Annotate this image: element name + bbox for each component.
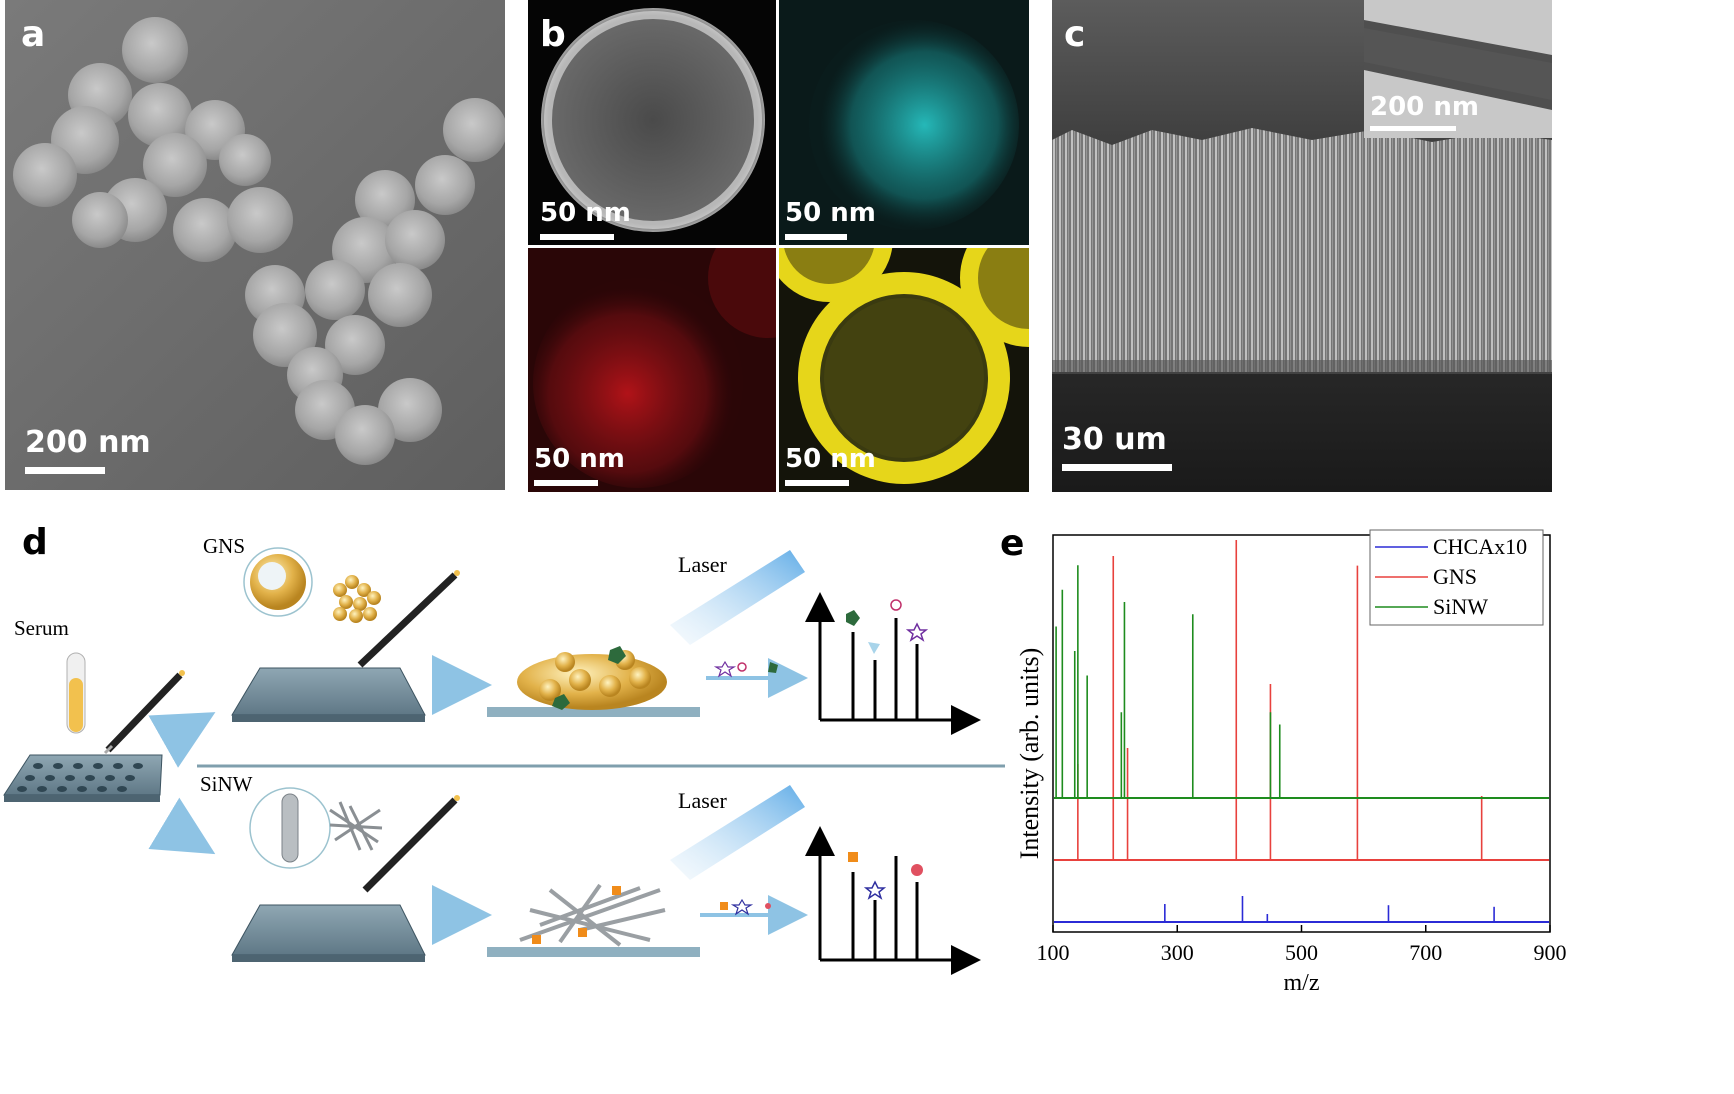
panel-d-schematic: Laser xyxy=(0,510,1010,1094)
scale-bar-b1-label: 50 nm xyxy=(540,198,631,228)
legend-label-chcax10: CHCAx10 xyxy=(1433,534,1527,559)
arrow-to-sinw xyxy=(148,797,216,855)
spectrum-bottom xyxy=(805,826,981,975)
gns-label: GNS xyxy=(203,534,246,558)
x-tick-label-300: 300 xyxy=(1161,940,1194,965)
inset-scale-bar: 200 nm xyxy=(1370,92,1479,131)
scale-bar-b2-label: 50 nm xyxy=(785,198,876,228)
serum-label: Serum xyxy=(14,616,69,640)
ion-symbols-top xyxy=(713,660,778,678)
edx-cyan-map: 50 nm xyxy=(779,0,1029,245)
legend-label-gns: GNS xyxy=(1433,564,1477,589)
serum-plate xyxy=(3,754,163,802)
scale-bar-b1: 50 nm xyxy=(540,198,631,240)
mass-spectra-chart: 100 300 500 700 900 m/z Intensity (arb. units)… xyxy=(1015,529,1567,996)
gns-plate xyxy=(231,667,426,722)
x-tick-label-700: 700 xyxy=(1409,940,1442,965)
pipette-sinw-icon xyxy=(362,795,460,893)
spectrum-top xyxy=(805,592,981,735)
laser-label-top: Laser xyxy=(678,552,728,577)
x-tick-label-100: 100 xyxy=(1037,940,1070,965)
laser-beam-bottom xyxy=(670,785,805,880)
scale-bar-a: 200 nm xyxy=(25,425,225,475)
panel-label-e: e xyxy=(1000,523,1025,564)
panel-e-mass-spectra: e 100 300 500 700 900 m/z Intensity (arb. unit… xyxy=(1000,505,1734,1094)
scale-bar-a-label: 200 nm xyxy=(25,425,151,460)
gns-cluster-icon xyxy=(333,575,381,623)
legend-label-sinw: SiNW xyxy=(1433,594,1488,619)
panel-c-sinw-sem-image: 200 nm c 30 um xyxy=(1052,0,1552,492)
laser-label-bottom: Laser xyxy=(678,788,728,813)
scale-bar-b3-label: 50 nm xyxy=(534,444,625,474)
x-axis-label: m/z xyxy=(1284,970,1320,996)
scale-bar-b3: 50 nm xyxy=(534,444,625,486)
ion-symbols-bottom xyxy=(720,898,771,916)
sinw-plate xyxy=(231,904,426,962)
scale-bar-b4: 50 nm xyxy=(785,444,876,486)
panel-label-d: d xyxy=(22,522,48,563)
y-axis-label: Intensity (arb. units) xyxy=(1015,648,1044,860)
scale-bar-b2: 50 nm xyxy=(785,198,876,240)
edx-yellow-map: 50 nm xyxy=(779,248,1029,492)
pipette-icon xyxy=(103,670,185,755)
x-tick-label-500: 500 xyxy=(1285,940,1318,965)
pipette-gns-icon xyxy=(357,570,460,668)
scale-bar-c-label: 30 um xyxy=(1062,422,1167,457)
scale-bar-c: 30 um xyxy=(1062,422,1172,471)
sinw-label: SiNW xyxy=(200,772,253,796)
panel-label-b: b xyxy=(540,14,566,55)
scale-bar-b4-label: 50 nm xyxy=(785,444,876,474)
gns-sphere-icon xyxy=(243,547,313,617)
x-tick-label-900: 900 xyxy=(1534,940,1567,965)
inset-scale-bar-label: 200 nm xyxy=(1370,92,1479,122)
serum-tube xyxy=(66,652,86,734)
gns-target-spot xyxy=(487,646,700,717)
sem-spheres-image xyxy=(5,0,505,490)
panel-a-sem-image: a 200 nm xyxy=(5,0,505,490)
workflow-schematic: Laser xyxy=(3,547,1005,975)
arrow-to-gns xyxy=(148,712,216,768)
edx-red-map: 50 nm xyxy=(528,248,776,492)
sinw-wire-icon xyxy=(249,787,331,869)
edx-stem-image: 50 nm xyxy=(528,0,776,245)
panel-label-c: c xyxy=(1064,14,1086,55)
laser-beam-top xyxy=(670,550,805,645)
panel-label-a: a xyxy=(21,14,46,55)
panel-b-edx-maps: 50 nm 50 nm xyxy=(528,0,1030,492)
sinw-target-spot xyxy=(487,883,700,957)
tem-inset-image: 200 nm xyxy=(1364,0,1552,138)
sinw-bundle-icon xyxy=(329,801,383,851)
